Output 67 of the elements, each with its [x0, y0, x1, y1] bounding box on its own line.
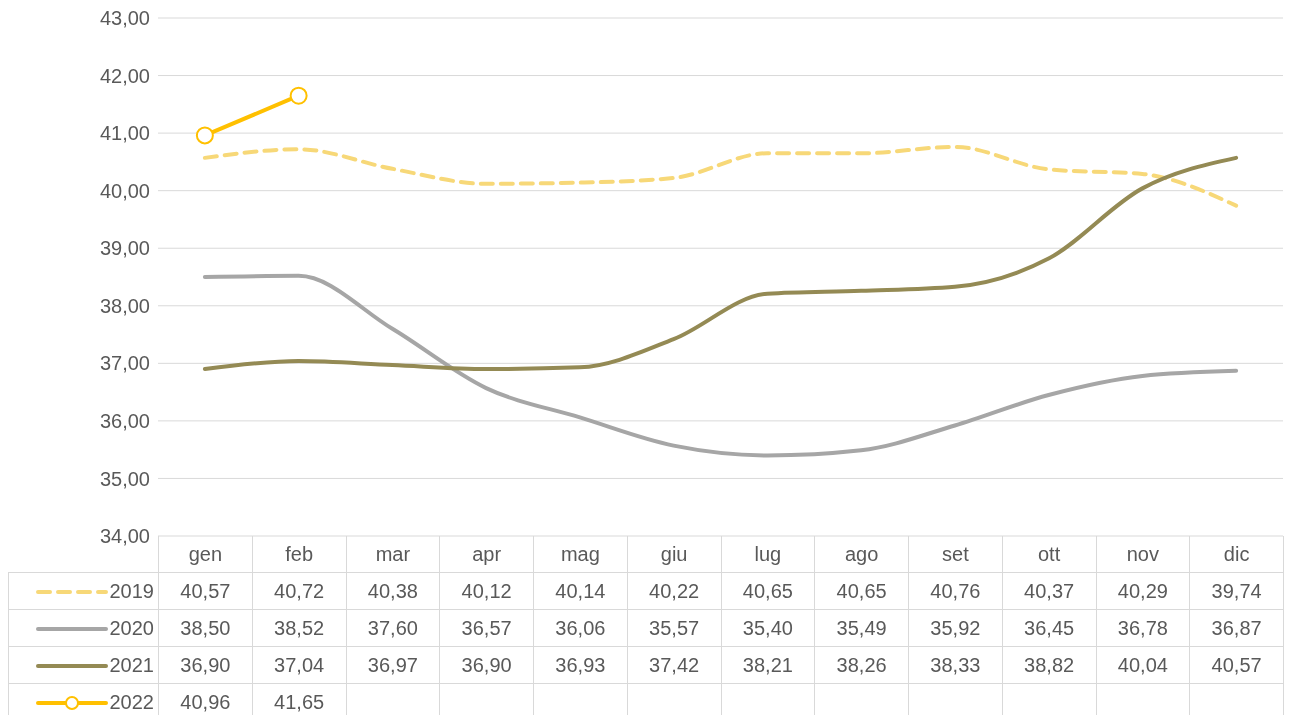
legend-label: 2020 — [109, 616, 154, 639]
legend-label: 2019 — [109, 579, 154, 602]
data-label: 36,97 — [346, 646, 440, 684]
x-tick-label: mag — [533, 536, 628, 573]
data-label: 40,72 — [252, 572, 346, 610]
y-tick-label: 35,00 — [99, 467, 150, 490]
legend-label: 2022 — [109, 690, 154, 713]
x-tick-label: apr — [439, 536, 534, 573]
line-series — [202, 273, 1239, 458]
x-tick-label: set — [908, 536, 1003, 573]
data-label: 36,90 — [439, 646, 534, 684]
data-label: 35,57 — [627, 609, 721, 647]
y-tick-label: 38,00 — [99, 294, 150, 317]
data-label: 41,65 — [252, 683, 346, 715]
data-label: 36,06 — [533, 609, 628, 647]
data-label: 40,37 — [1002, 572, 1096, 610]
data-label: 38,50 — [158, 609, 253, 647]
data-label: 38,52 — [252, 609, 346, 647]
data-label: 36,57 — [439, 609, 534, 647]
data-label: 39,74 — [1189, 572, 1284, 610]
data-label: 40,57 — [158, 572, 253, 610]
y-tick-label: 40,00 — [99, 179, 150, 202]
y-tick-label: 41,00 — [99, 122, 150, 145]
y-tick-label: 34,00 — [99, 525, 150, 548]
data-label: 40,65 — [814, 572, 909, 610]
x-tick-label: feb — [252, 536, 346, 573]
data-label: 40,57 — [1189, 646, 1284, 684]
legend-label: 2021 — [109, 653, 154, 676]
data-label: 35,49 — [814, 609, 909, 647]
data-label: 38,82 — [1002, 646, 1096, 684]
y-tick-label: 43,00 — [99, 7, 150, 30]
x-tick-label: nov — [1096, 536, 1190, 573]
data-label: 36,78 — [1096, 609, 1190, 647]
x-tick-label: mar — [346, 536, 440, 573]
data-label: 36,90 — [158, 646, 253, 684]
line-series — [202, 155, 1239, 372]
data-label: 37,04 — [252, 646, 346, 684]
data-label: 36,45 — [1002, 609, 1096, 647]
y-tick-label: 37,00 — [99, 352, 150, 375]
x-tick-label: ago — [814, 536, 909, 573]
data-label: 40,65 — [721, 572, 815, 610]
line-series — [202, 144, 1239, 208]
y-tick-label: 39,00 — [99, 237, 150, 260]
data-label: 40,29 — [1096, 572, 1190, 610]
x-tick-label: giu — [627, 536, 721, 573]
x-tick-label: gen — [158, 536, 253, 573]
data-label: 40,38 — [346, 572, 440, 610]
data-label: 36,93 — [533, 646, 628, 684]
data-label: 36,87 — [1189, 609, 1284, 647]
data-label: 35,40 — [721, 609, 815, 647]
data-label: 40,22 — [627, 572, 721, 610]
data-label: 38,21 — [721, 646, 815, 684]
y-tick-label: 42,00 — [99, 64, 150, 87]
y-tick-label: 36,00 — [99, 409, 150, 432]
data-label: 38,33 — [908, 646, 1003, 684]
x-tick-label: dic — [1189, 536, 1284, 573]
data-label: 35,92 — [908, 609, 1003, 647]
data-label: 37,60 — [346, 609, 440, 647]
data-label: 37,42 — [627, 646, 721, 684]
x-tick-label: lug — [721, 536, 815, 573]
x-tick-label: ott — [1002, 536, 1096, 573]
data-label: 38,26 — [814, 646, 909, 684]
data-label: 40,76 — [908, 572, 1003, 610]
data-label: 40,12 — [439, 572, 534, 610]
data-label: 40,96 — [158, 683, 253, 715]
data-label: 40,04 — [1096, 646, 1190, 684]
data-label: 40,14 — [533, 572, 628, 610]
